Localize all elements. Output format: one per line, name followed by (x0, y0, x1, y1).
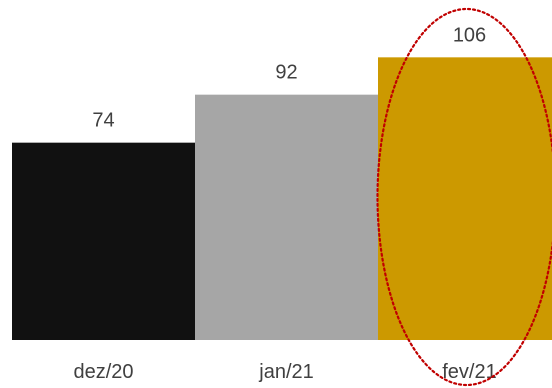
bars-group (12, 57, 552, 341)
bar-jan-21 (195, 94, 378, 341)
category-labels-group: dez/20 jan/21 fev/21 (73, 361, 496, 383)
highlight-ellipse (376, 7, 552, 387)
bar-fev-21 (378, 57, 552, 340)
category-label-jan-21: jan/21 (258, 361, 314, 383)
category-label-fev-21: fev/21 (442, 361, 496, 383)
value-label-fev-21: 106 (453, 24, 486, 46)
bar-dez-20 (12, 142, 195, 340)
value-label-jan-21: 92 (275, 62, 297, 84)
value-label-dez-20: 74 (92, 110, 114, 132)
category-label-dez-20: dez/20 (73, 361, 133, 383)
value-labels-group: 74 92 106 (92, 24, 486, 131)
